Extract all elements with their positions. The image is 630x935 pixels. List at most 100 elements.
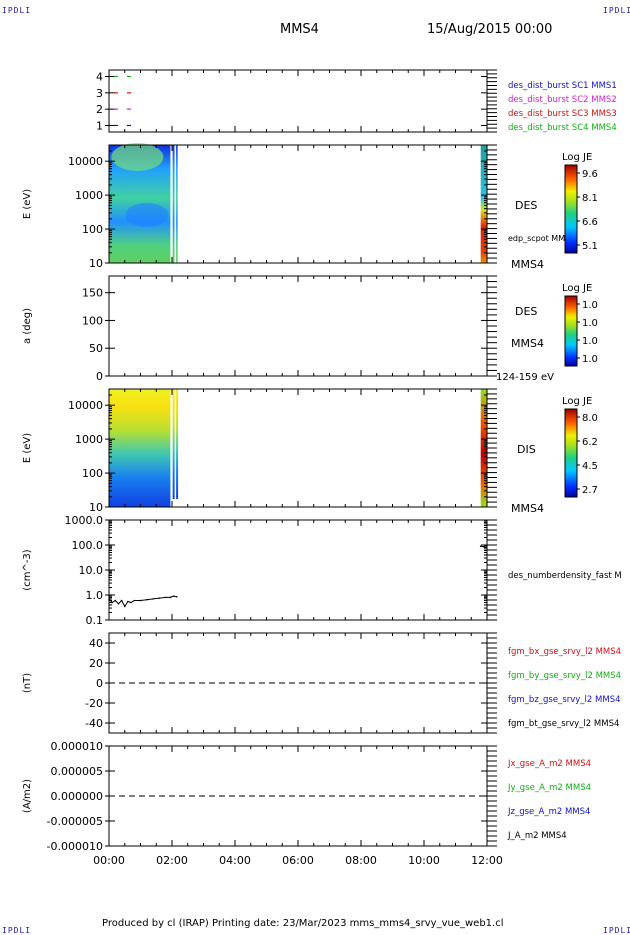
colorbar-title: Log JE <box>562 152 592 163</box>
des-spectrogram-feature <box>125 203 169 227</box>
colorbar-1 <box>564 164 578 254</box>
y-tick-label: 4 <box>96 71 103 84</box>
availability-legend-3: des_dist_burst SC3 MMS3 <box>508 109 617 119</box>
y-axis-label-j: (A/m2) <box>22 779 33 813</box>
density-point <box>130 601 132 604</box>
y-tick-label: 3 <box>96 87 103 100</box>
x-tick-label: 10:00 <box>408 854 440 867</box>
density-point <box>127 600 129 603</box>
x-tick-label: 08:00 <box>345 854 377 867</box>
y-axis-label-b: (nT) <box>22 673 33 693</box>
corner-label-top-right: IPDLI <box>603 6 630 15</box>
y-tick-label: 1 <box>96 119 103 132</box>
colorbar-3 <box>564 408 578 498</box>
y-tick-label: -0.000010 <box>47 840 103 853</box>
density-point <box>169 596 172 599</box>
dis-instrument-label: DIS <box>517 443 536 456</box>
y-tick-label: 0.000000 <box>51 790 104 803</box>
y-axis-label-density: (cm^-3) <box>22 549 33 590</box>
y-tick-label: 1000 <box>75 433 103 446</box>
y-tick-label: 100 <box>82 223 103 236</box>
availability-legend-4: des_dist_burst SC4 MMS4 <box>508 123 617 133</box>
y-tick-label: 2 <box>96 103 103 116</box>
y-tick-label: 10 <box>89 257 103 270</box>
colorbar-tick-label: 1.0 <box>582 336 598 347</box>
y-tick-label: 0.000005 <box>51 765 104 778</box>
density-point <box>120 599 123 602</box>
density-point <box>123 605 126 608</box>
y-tick-label: -0.000005 <box>47 815 103 828</box>
des-spectrogram-block <box>172 145 175 263</box>
density-point <box>479 545 482 547</box>
density-point <box>175 595 178 598</box>
colorbar-tick-label: 1.0 <box>582 300 598 311</box>
colorbar-tick-label: 8.1 <box>582 193 598 204</box>
density-point <box>108 598 110 600</box>
density-line <box>108 595 177 608</box>
availability-legend-2: des_dist_burst SC2 MMS2 <box>508 95 617 105</box>
x-tick-label: 00:00 <box>93 854 125 867</box>
y-tick-label: 40 <box>89 637 103 650</box>
colorbar-title: Log JE <box>562 283 592 294</box>
colorbar-tick-label: 5.1 <box>582 241 598 252</box>
pa-spacecraft-label: MMS4 <box>511 337 544 350</box>
density-point <box>133 599 135 602</box>
colorbar-tick-label: 4.5 <box>582 461 598 472</box>
b-legend-2: fgm_bz_gse_srvy_l2 MMS4 <box>508 695 621 705</box>
density-point <box>111 601 113 604</box>
density-point <box>117 602 120 605</box>
density-point <box>146 598 148 601</box>
density-point <box>486 544 488 546</box>
dis-spectrogram-block <box>109 389 171 507</box>
y-tick-label: 20 <box>89 657 103 670</box>
colorbar-tick-label: 6.6 <box>582 217 598 228</box>
y-tick-label: 0 <box>96 370 103 383</box>
des-scpot-label: edp_scpot MMS4 <box>508 234 575 243</box>
colorbar-tick-label: 6.2 <box>582 437 598 448</box>
j-legend-1: Jy_gse_A_m2 MMS4 <box>507 783 591 793</box>
dis-spectrogram-block <box>172 389 175 499</box>
y-tick-label: 1000.0 <box>65 514 104 527</box>
density-point <box>114 599 117 602</box>
x-tick-label: 12:00 <box>471 854 503 867</box>
x-tick-label: 06:00 <box>282 854 314 867</box>
x-tick-label: 02:00 <box>156 854 188 867</box>
corner-label-top-left: IPDLI <box>2 6 32 15</box>
density-point <box>483 545 485 548</box>
b-legend-0: fgm_bx_gse_srvy_l2 MMS4 <box>508 647 621 657</box>
panel-frame-2 <box>108 275 488 377</box>
panel-frame-4 <box>108 519 488 621</box>
dis-spacecraft-label: MMS4 <box>511 502 544 515</box>
y-tick-label: 0.1 <box>86 614 104 627</box>
j-legend-2: Jz_gse_A_m2 MMS4 <box>507 807 590 817</box>
pa-instrument-label: DES <box>515 305 537 318</box>
date-title: 15/Aug/2015 00:00 <box>427 22 553 37</box>
y-tick-label: 0 <box>96 677 103 690</box>
y-tick-label: 10.0 <box>79 564 104 577</box>
y-axis-label-pitch-angle: a (deg) <box>22 308 33 344</box>
y-tick-label: 10000 <box>68 155 103 168</box>
corner-label-bottom-left: IPDLI <box>2 926 32 935</box>
colorbar-tick-label: 9.6 <box>582 169 598 180</box>
density-point <box>164 596 167 599</box>
des-instrument-label: DES <box>515 199 537 212</box>
colorbar-title: Log JE <box>562 396 592 407</box>
y-tick-label: 50 <box>89 342 103 355</box>
pa-energy-range: 124-159 eV <box>496 372 554 383</box>
des-spectrogram-block <box>480 145 487 263</box>
b-legend-1: fgm_by_gse_srvy_l2 MMS4 <box>508 671 621 681</box>
y-tick-label: -20 <box>85 697 103 710</box>
des-spacecraft-label: MMS4 <box>511 258 544 271</box>
density-legend: des_numberdensity_fast M <box>508 571 622 581</box>
corner-label-bottom-right: IPDLI <box>603 926 630 935</box>
y-axis-label-des-energy: E (eV) <box>22 189 33 219</box>
y-tick-label: -40 <box>85 717 103 730</box>
y-tick-label: 100.0 <box>72 539 104 552</box>
dis-spectrogram-block <box>176 389 179 499</box>
y-axis-label-dis-energy: E (eV) <box>22 433 33 463</box>
y-tick-label: 100 <box>82 314 103 327</box>
availability-legend-1: des_dist_burst SC1 MMS1 <box>508 81 617 91</box>
y-tick-label: 1000 <box>75 189 103 202</box>
density-point <box>172 595 175 597</box>
y-tick-label: 10 <box>89 501 103 514</box>
